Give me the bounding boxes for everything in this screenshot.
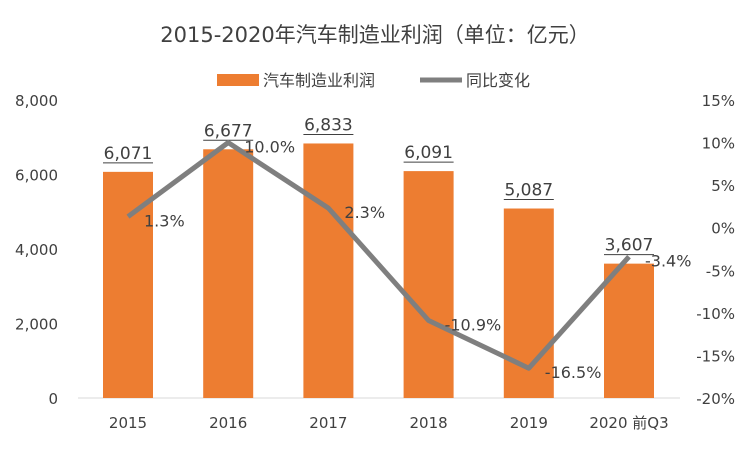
- line-data-label: -16.5%: [545, 363, 602, 382]
- bar: [303, 143, 354, 398]
- right-axis: -20% -15% -10% -5% 0% 5% 10% 15%: [696, 92, 735, 408]
- bar: [604, 263, 654, 398]
- left-tick-label: 4,000: [15, 241, 58, 259]
- x-tick-label: 2020 前Q3: [589, 414, 668, 432]
- bar-data-label: 6,833: [304, 115, 353, 135]
- line-data-label: -3.4%: [645, 252, 691, 271]
- x-tick-label: 2016: [209, 414, 247, 432]
- bar: [103, 171, 153, 398]
- chart-title: 2015-2020年汽车制造业利润（单位：亿元）: [160, 23, 589, 47]
- left-tick-label: 0: [48, 390, 58, 408]
- legend-label-line: 同比变化: [466, 71, 530, 90]
- bar: [403, 171, 454, 398]
- bar-data-label: 6,071: [104, 144, 153, 164]
- line-data-label: 10.0%: [244, 138, 295, 157]
- bar-series: 6,071 6,677 6,833 6,091 5,087 3,607: [103, 115, 654, 398]
- legend: 汽车制造业利润 同比变化: [217, 71, 530, 90]
- x-tick-label: 2019: [510, 414, 548, 432]
- bar-data-label: 5,087: [504, 181, 553, 201]
- x-axis: 2015 2016 2017 2018 2019 2020 前Q3: [109, 414, 669, 432]
- right-tick-label: -10%: [696, 305, 735, 323]
- left-axis: 0 2,000 4,000 6,000 8,000: [15, 92, 58, 408]
- x-tick-label: 2015: [109, 414, 147, 432]
- left-tick-label: 2,000: [15, 316, 58, 334]
- x-tick-label: 2018: [410, 414, 448, 432]
- x-tick-label: 2017: [309, 414, 347, 432]
- right-tick-label: -15%: [696, 347, 735, 365]
- right-tick-label: -20%: [696, 390, 735, 408]
- right-tick-label: 15%: [702, 92, 735, 110]
- right-tick-label: 5%: [711, 177, 735, 195]
- line-data-label: 2.3%: [344, 203, 385, 222]
- line-data-label: 1.3%: [144, 212, 185, 231]
- line-path: [126, 140, 631, 371]
- legend-swatch-bar: [217, 74, 259, 86]
- bar: [203, 149, 254, 398]
- legend-label-bar: 汽车制造业利润: [263, 71, 375, 90]
- right-tick-label: -5%: [706, 262, 735, 280]
- left-tick-label: 6,000: [15, 167, 58, 185]
- line-series: 1.3% 10.0% 2.3% -10.9% -16.5% -3.4%: [126, 138, 691, 382]
- bar-data-label: 6,091: [404, 143, 453, 163]
- bar-data-label: 3,607: [605, 236, 654, 256]
- right-tick-label: 0%: [711, 220, 735, 238]
- line-data-label: -10.9%: [445, 316, 502, 335]
- right-tick-label: 10%: [702, 135, 735, 153]
- bar-data-label: 6,677: [204, 121, 253, 141]
- left-tick-label: 8,000: [15, 92, 58, 110]
